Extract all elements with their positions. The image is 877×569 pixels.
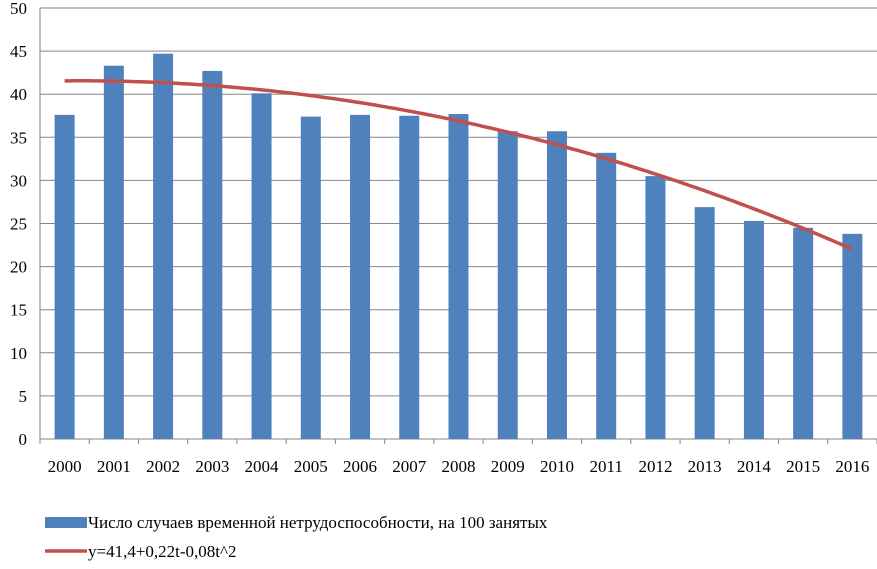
x-tick-label: 2016 — [835, 457, 869, 476]
bar-2008 — [448, 114, 469, 439]
bar-2004 — [251, 93, 272, 439]
legend: Число случаев временной нетрудоспособнос… — [45, 513, 548, 561]
legend-swatch-bars — [45, 517, 87, 528]
bar-2001 — [103, 65, 124, 439]
x-tick-label: 2005 — [294, 457, 328, 476]
bar-2003 — [202, 70, 223, 440]
y-tick-label: 10 — [10, 344, 27, 363]
bar-2007 — [399, 115, 420, 439]
x-tick-label: 2010 — [540, 457, 574, 476]
bars — [54, 53, 863, 440]
y-tick-label: 30 — [10, 171, 27, 190]
x-tick-label: 2015 — [786, 457, 820, 476]
bar-2000 — [54, 114, 75, 439]
x-tick-label: 2003 — [195, 457, 229, 476]
x-tick-label: 2011 — [590, 457, 623, 476]
x-tick-label: 2001 — [97, 457, 131, 476]
y-tick-label: 40 — [10, 85, 27, 104]
bar-2015 — [793, 227, 814, 439]
trend-line — [64, 79, 854, 251]
bar-2011 — [596, 152, 617, 440]
bar-2002 — [153, 53, 174, 439]
x-tick-label: 2000 — [48, 457, 82, 476]
x-tick-label: 2012 — [638, 457, 672, 476]
bar-2009 — [497, 131, 518, 440]
x-tick-label: 2006 — [343, 457, 377, 476]
bar-2006 — [350, 114, 371, 439]
x-tick-label: 2008 — [442, 457, 476, 476]
legend-label-bars: Число случаев временной нетрудоспособнос… — [88, 513, 548, 532]
bar-2014 — [743, 220, 764, 439]
bar-2013 — [694, 207, 715, 439]
bar-2010 — [546, 131, 567, 440]
y-tick-label: 15 — [10, 301, 27, 320]
x-tick-label: 2013 — [688, 457, 722, 476]
y-tick-label: 5 — [19, 387, 28, 406]
bar-2016 — [842, 233, 863, 439]
y-tick-label: 20 — [10, 258, 27, 277]
x-tick-label: 2002 — [146, 457, 180, 476]
x-tick-label: 2004 — [245, 457, 280, 476]
trend-line-group — [64, 79, 854, 251]
y-axis-ticks: 0 5 10 15 20 25 30 35 40 45 50 — [10, 0, 27, 449]
bar-2005 — [300, 116, 321, 439]
x-tick-label: 2014 — [737, 457, 772, 476]
x-axis-ticks: 2000 2001 2002 2003 2004 2005 2006 2007 2008 2009… — [48, 457, 870, 476]
y-tick-label: 45 — [10, 42, 27, 61]
x-tick-label: 2009 — [491, 457, 525, 476]
legend-label-trend: y=41,4+0,22t-0,08t^2 — [88, 542, 237, 561]
y-tick-label: 25 — [10, 215, 27, 234]
y-tick-label: 35 — [10, 128, 27, 147]
y-tick-label: 0 — [19, 430, 28, 449]
x-tick-label: 2007 — [392, 457, 427, 476]
bar-2012 — [645, 176, 666, 439]
y-tick-label: 50 — [10, 0, 27, 18]
